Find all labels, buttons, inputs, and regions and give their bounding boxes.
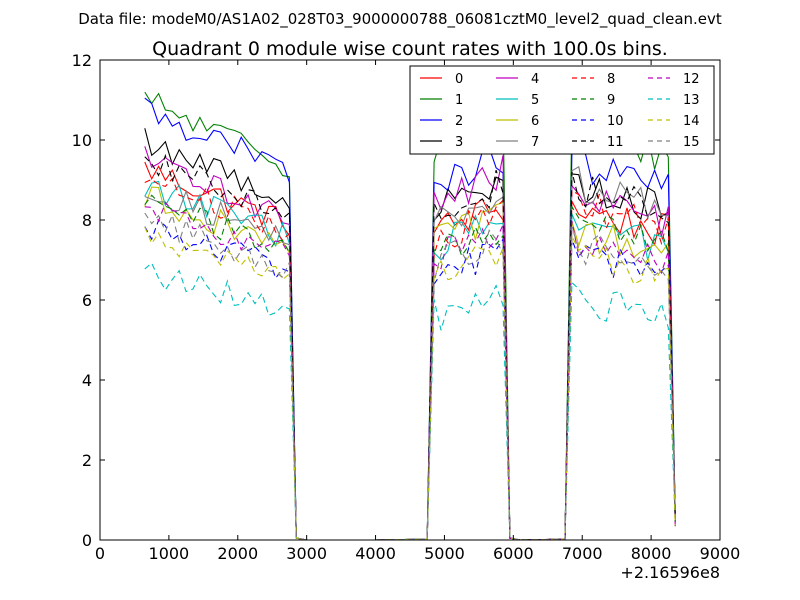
legend-label-3: 3	[455, 135, 463, 150]
x-tick-label: 1000	[149, 544, 190, 563]
legend-label-7: 7	[531, 135, 539, 150]
legend-label-11: 11	[607, 135, 624, 150]
x-tick-label: 8000	[631, 544, 672, 563]
x-tick-label: 3000	[286, 544, 327, 563]
series-line-8	[144, 177, 676, 541]
legend-label-10: 10	[607, 114, 624, 129]
supertitle: Data file: modeM0/AS1A02_028T03_90000007…	[78, 10, 722, 29]
y-tick-label: 6	[82, 291, 92, 310]
x-tick-label: 2000	[217, 544, 258, 563]
series-lines	[144, 91, 676, 541]
x-tick-label: 0	[95, 544, 105, 563]
legend-label-5: 5	[531, 93, 539, 108]
series-line-10	[144, 219, 676, 541]
y-tick-label: 2	[82, 451, 92, 470]
legend-label-0: 0	[455, 72, 463, 87]
series-line-6	[144, 186, 676, 541]
x-offset-label: +2.16596e8	[620, 563, 720, 582]
y-tick-label: 12	[72, 51, 92, 70]
legend-label-6: 6	[531, 114, 539, 129]
legend-label-2: 2	[455, 114, 463, 129]
legend-label-8: 8	[607, 72, 615, 87]
y-tick-label: 4	[82, 371, 92, 390]
legend-box	[409, 65, 715, 155]
chart-title: Quadrant 0 module wise count rates with …	[152, 38, 668, 60]
plot-frame	[99, 59, 721, 541]
series-line-2	[144, 97, 676, 541]
legend-label-14: 14	[683, 114, 700, 129]
x-tick-label: 5000	[424, 544, 465, 563]
x-tick-label: 4000	[355, 544, 396, 563]
series-line-11	[144, 153, 676, 541]
x-tick-label: 9000	[700, 544, 741, 563]
legend-label-4: 4	[531, 72, 539, 87]
y-tick-label: 8	[82, 211, 92, 230]
series-line-9	[144, 194, 676, 541]
legend-label-12: 12	[683, 72, 700, 87]
series-line-7	[144, 165, 676, 541]
legend-label-1: 1	[455, 93, 463, 108]
series-line-13	[144, 262, 676, 541]
axes: 0 1000 2000 3000 4000 5000 6000 7000 8000 9000 0 2 4…	[72, 51, 741, 563]
legend-label-9: 9	[607, 93, 615, 108]
y-tick-label: 0	[82, 531, 92, 550]
series-line-14	[144, 226, 676, 541]
x-tick-label: 6000	[493, 544, 534, 563]
y-tick-label: 10	[72, 131, 92, 150]
legend-label-15: 15	[683, 135, 700, 150]
series-line-15	[144, 212, 676, 541]
x-tick-label: 7000	[562, 544, 603, 563]
series-line-12	[144, 201, 676, 541]
legend-label-13: 13	[683, 93, 700, 108]
